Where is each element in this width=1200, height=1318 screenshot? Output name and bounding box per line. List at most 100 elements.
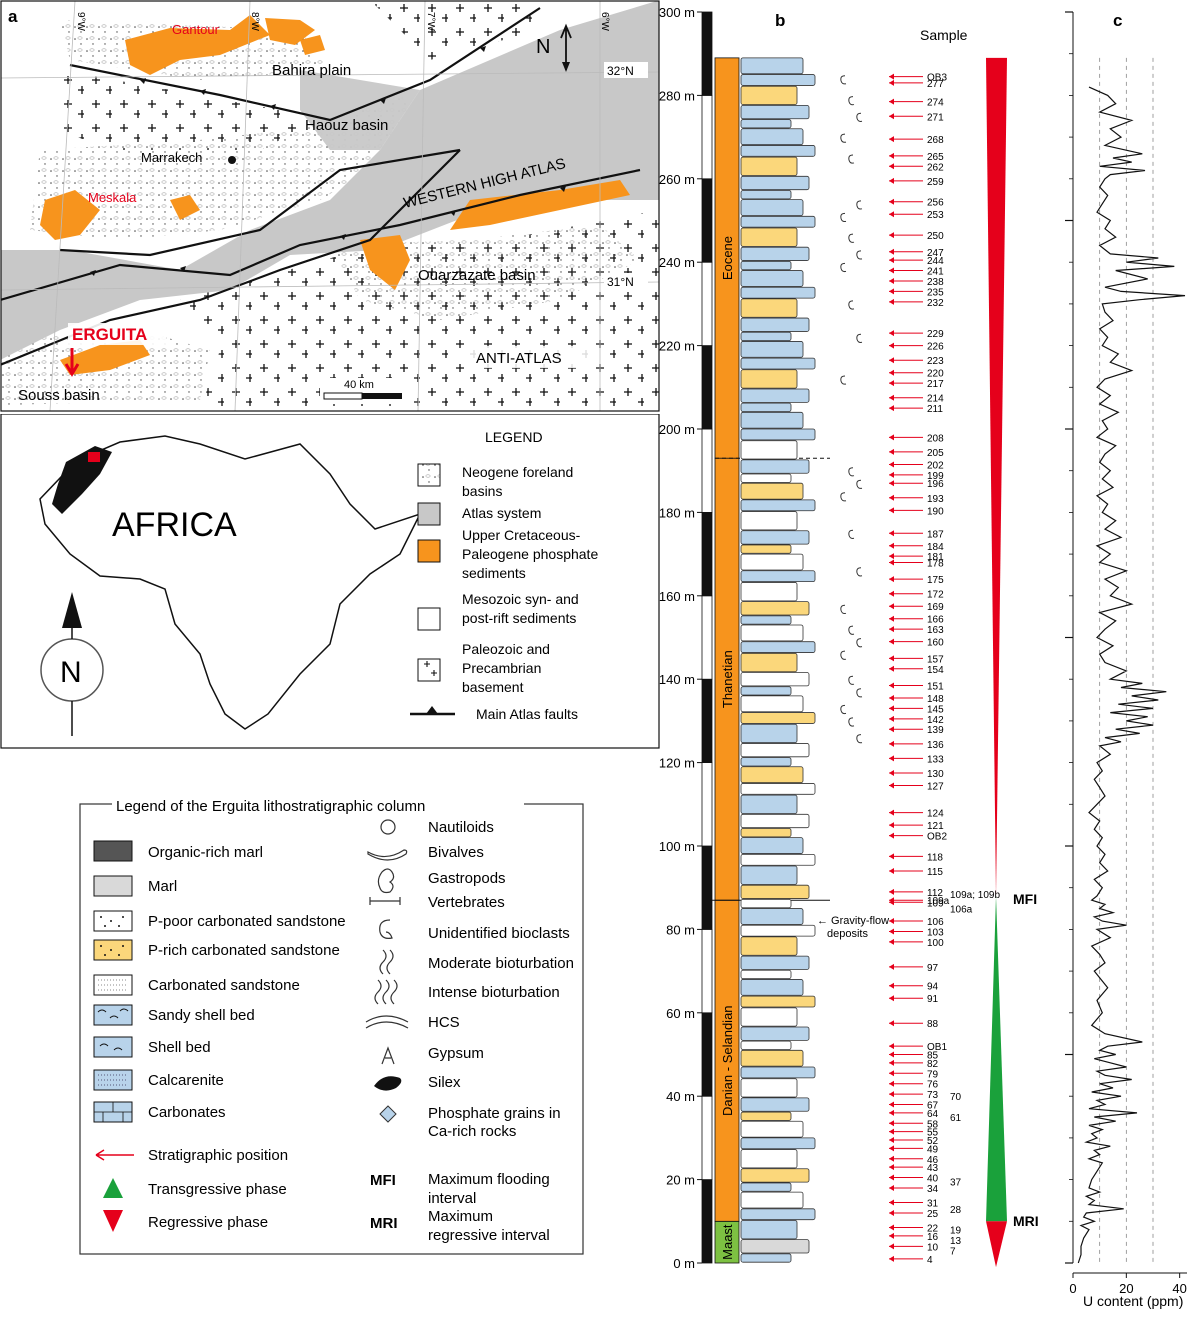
sample-arrowhead-icon [889,1128,894,1135]
depth-tick-label: 180 m [659,505,695,520]
legend-p-rich-sandstone: P-rich carbonated sandstone [148,942,340,959]
bed-layer [740,615,792,625]
label-gantour: Gantour [172,22,220,37]
depth-scale-segment [701,95,713,180]
lon-label-7w: 7°W [425,12,436,32]
legend-nautiloids: Nautiloids [428,819,494,836]
u-x-tick-label: 0 [1069,1281,1076,1296]
sample-arrowhead-icon [889,177,894,184]
sample-label: 145 [927,704,944,715]
sample-label: 151 [927,681,944,692]
gastropod-icon [377,868,395,894]
svg-text:N: N [536,36,550,58]
sample-arrowhead-icon [889,665,894,672]
bed-layer [740,286,816,299]
sample-arrowhead-icon [889,899,894,906]
sample-arrowhead-icon [889,530,894,537]
bed-layer [740,1149,798,1169]
bed-layer [740,936,798,956]
u-content-chart: c 0 20 40 U content (ppm) [1065,11,1187,1309]
sample-label-secondary: 7 [950,1246,956,1257]
vertebrate-icon [369,897,401,905]
sample-label: 256 [927,198,944,209]
sample-arrowhead-icon [889,694,894,701]
sample-arrowhead-icon [889,542,894,549]
u-xlabel: U content (ppm) [1083,1293,1183,1309]
sample-arrowhead-icon [889,113,894,120]
transgressive-wedge [986,896,1007,1222]
bed-layer [740,995,816,1008]
sample-arrowhead-icon [889,809,894,816]
sample-arrowhead-icon [889,938,894,945]
svg-text:N: N [60,656,82,689]
legend-calcarenite: Calcarenite [148,1072,224,1089]
sample-arrowhead-icon [889,715,894,722]
sample-arrowhead-icon [889,726,894,733]
legend-regressive: Regressive phase [148,1214,268,1231]
africa-label: AFRICA [112,506,237,544]
sample-label: 277 [927,79,944,90]
mri-label: MRI [1013,1213,1039,1229]
bed-layer [740,482,804,500]
bed-layer [740,601,810,616]
sample-label: 169 [927,602,944,613]
sample-label: 64 [927,1109,939,1120]
legend-organic-marl: Organic-rich marl [148,844,263,861]
bed-layer [740,270,804,287]
legend-shell-bed: Shell bed [148,1039,211,1056]
depth-tick-label: 240 m [659,255,695,270]
sample-label: 238 [927,277,944,288]
sample-arrowhead-icon [889,288,894,295]
sample-arrowhead-icon [889,405,894,412]
legend-stratigraphic-position: Stratigraphic position [148,1147,288,1164]
moderate-bioturbation-icon [379,949,394,975]
bed-layer [740,955,810,970]
sample-label: 265 [927,152,944,163]
bed-layer [740,1078,798,1098]
sample-arrowhead-icon [889,705,894,712]
sample-arrowhead-icon [889,655,894,662]
bed-layer [740,794,798,814]
bed-layer [740,440,798,460]
legend-p-poor-sandstone: P-poor carbonated sandstone [148,913,346,930]
sample-label: 181 [927,552,944,563]
sample-arrowhead-icon [889,995,894,1002]
bed-layer [740,128,804,146]
sample-label: 34 [927,1184,939,1195]
sample-label: 175 [927,575,944,586]
bioclast-marker-icon [848,233,855,243]
sample-label: 103 [927,927,944,938]
column-legend: Legend of the Erguita lithostratigraphic… [79,795,584,1255]
sample-label: 250 [927,231,944,242]
sample-arrowhead-icon [889,1136,894,1143]
bioclast-marker-icon [840,650,847,660]
bed-layer [740,672,810,687]
bioclast-marker-icon [856,200,863,210]
sample-label: 130 [927,769,944,780]
svg-text:Upper Cretaceous-Paleogene pho: Upper Cretaceous-Paleogene phosphate sedi… [462,527,598,581]
bed-layer [740,119,792,129]
silex-icon [374,1076,402,1091]
sample-label-secondary: 109a; 109b [950,890,1000,901]
svg-text:Main Atlas faults: Main Atlas faults [476,706,578,722]
bioclast-marker-icon [840,133,847,143]
sample-arrowhead-icon [889,248,894,255]
legend-bivalves: Bivalves [428,844,484,861]
gravity-flow-label: ← Gravity-flow deposits [817,915,889,940]
bed-layer [740,175,810,191]
label-ouarzazate-basin: Ouarzazate basin [418,267,536,284]
map-north-arrow-icon: N [536,23,572,72]
sample-label: 154 [927,665,944,676]
bed-layer [740,369,798,389]
bed-layer [740,1137,816,1150]
bed-layer [740,1182,792,1192]
regressive-wedge [986,57,1007,897]
sample-label: 127 [927,782,944,793]
map-legend-title: LEGEND [485,429,543,445]
sample-label: 67 [927,1101,939,1112]
bioclast-marker-icon [840,604,847,614]
sample-label: 121 [927,821,944,832]
legend-transgressive: Transgressive phase [148,1181,287,1198]
sample-arrowhead-icon [889,434,894,441]
